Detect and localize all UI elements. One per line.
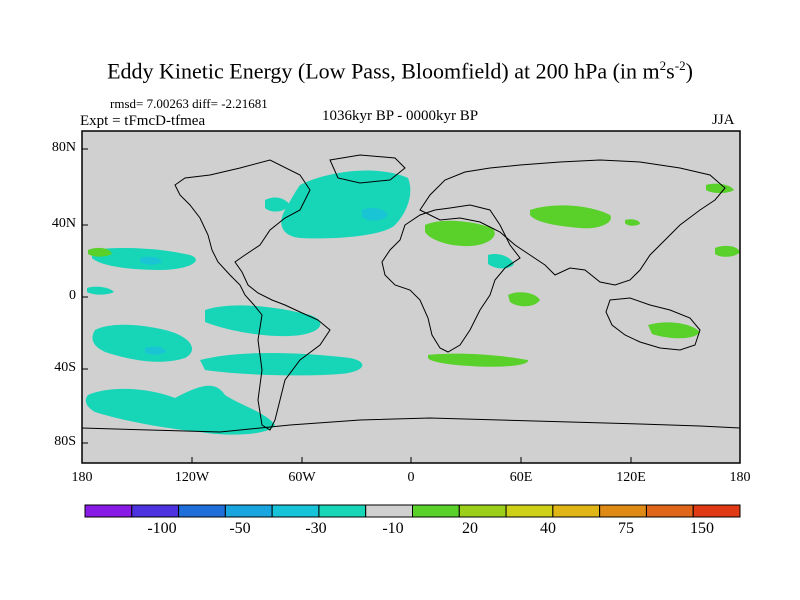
coastlines (81, 154, 741, 433)
south-indian-band (428, 353, 529, 367)
mediterranean-region (425, 220, 495, 247)
lon-label-180e: 180 (729, 470, 751, 485)
eurasia-coast (419, 159, 726, 286)
dateline-spot (88, 247, 112, 257)
colorbar (84, 504, 741, 518)
lat-label-40n: 40N (51, 216, 76, 231)
colorbar-label: -10 (382, 520, 404, 537)
americas-coast (174, 159, 331, 431)
colorbar-label: 20 (462, 520, 478, 537)
lon-label-0: 0 (407, 470, 415, 485)
colorbar-swatch (271, 504, 320, 518)
labrador-region (265, 197, 290, 212)
negative-anomaly-cores (140, 207, 388, 355)
lon-label-120w: 120W (174, 470, 210, 485)
colorbar-swatch (412, 504, 460, 518)
arabian-sea-region (488, 254, 514, 269)
west-pacific-spot (715, 245, 740, 257)
south-atlantic-band (200, 353, 363, 376)
lat-label-80n: 80N (51, 140, 76, 155)
colorbar-label: -30 (305, 520, 327, 537)
lat-label-0: 0 (69, 288, 76, 303)
colorbar-label: -50 (229, 520, 251, 537)
colorbar-swatch (645, 504, 694, 518)
negative-anomaly-regions (85, 170, 514, 435)
colorbar-swatch (552, 504, 601, 518)
colorbar-label: 150 (690, 520, 714, 537)
east-asia-spot (625, 219, 640, 226)
north-pacific-east-spot (706, 183, 734, 193)
colorbar-swatch (365, 504, 413, 518)
colorbar-swatch (318, 504, 367, 518)
lon-label-180w: 180 (71, 470, 93, 485)
lon-label-60e: 60E (509, 470, 533, 485)
southern-ocean-region (85, 385, 275, 435)
period-label: 1036kyr BP - 0000kyr BP (322, 108, 479, 124)
colorbar-swatch (599, 504, 647, 518)
africa-coast (381, 204, 521, 353)
plot-title: Eddy Kinetic Energy (Low Pass, Bloomfiel… (107, 58, 693, 84)
axis-ticks (81, 148, 741, 463)
north-atlantic-region (281, 170, 411, 239)
colorbar-label: 75 (618, 520, 634, 537)
south-pacific-core (145, 346, 166, 355)
rmsd-diff-label: rmsd= 7.00263 diff= -2.21681 (110, 96, 268, 111)
antarctica-coast (81, 417, 741, 433)
lat-label-80s: 80S (54, 434, 76, 449)
colorbar-swatch (458, 504, 507, 518)
central-asia-region (530, 205, 611, 229)
lat-label-40s: 40S (54, 360, 76, 375)
colorbar-swatch (84, 504, 133, 518)
positive-anomaly-regions (88, 183, 740, 367)
colorbar-swatch (131, 504, 180, 518)
experiment-label: Expt = tFmcD-tfmea (80, 113, 206, 129)
colorbar-label: 40 (540, 520, 556, 537)
north-pacific-core (140, 256, 162, 265)
south-pacific-west-region (92, 324, 193, 362)
colorbar-label: -100 (147, 520, 177, 537)
south-pacific-band (205, 305, 321, 337)
colorbar-swatch (692, 504, 741, 518)
colorbar-swatch (178, 504, 226, 518)
north-atlantic-core (362, 207, 388, 221)
season-label: JJA (712, 112, 735, 128)
australia-region (648, 322, 700, 339)
indian-ocean-spot (508, 292, 540, 307)
australia-coast (605, 297, 701, 351)
equatorial-pacific-spot (87, 286, 114, 295)
lon-label-120e: 120E (616, 470, 646, 485)
lon-label-60w: 60W (288, 470, 316, 485)
colorbar-swatch (505, 504, 554, 518)
colorbar-swatch (224, 504, 273, 518)
greenland-coast (329, 154, 406, 184)
